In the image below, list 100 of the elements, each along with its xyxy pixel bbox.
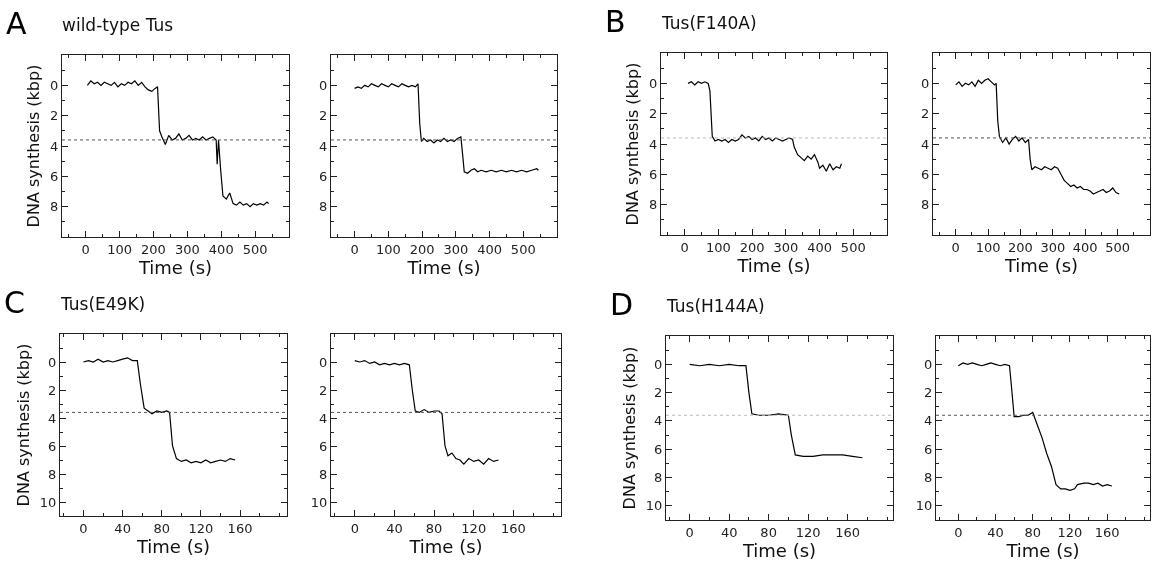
x-tick-label: 160 [501,520,526,536]
x-tick-label: 80 [760,524,777,540]
chart-title: Tus(F140A) [661,13,757,33]
x-tick-label: 500 [242,241,268,257]
y-tick-label: 4 [920,136,930,152]
x-tick-label: 160 [835,524,861,540]
y-tick-label: 8 [648,197,658,213]
y-tick-label: 10 [310,494,328,510]
x-tick-label: 40 [720,524,738,540]
x-tick-label: 80 [1024,524,1042,540]
x-axis-title: Time (s) [406,256,481,278]
y-tick-label: 8 [653,470,663,486]
y-tick-label: 10 [39,494,57,510]
y-tick-label: 8 [318,466,328,482]
y-tick-label: 2 [653,385,663,401]
x-tick-label: 0 [79,520,88,536]
line-series [354,360,500,465]
y-tick-label: 4 [47,410,57,426]
y-tick-label: 6 [49,168,59,184]
y-tick-label: 8 [47,466,57,482]
y-tick-label: 2 [49,108,59,124]
x-tick-label: 300 [174,241,200,257]
line-series [354,83,540,174]
y-tick-label: 2 [923,385,933,401]
x-tick-label: 120 [461,520,487,536]
y-tick-label: 0 [920,75,930,91]
x-tick-label: 160 [227,520,253,536]
y-tick-label: 0 [318,354,328,370]
x-tick-label: 200 [409,241,435,257]
y-tick-label: 4 [318,410,328,426]
y-tick-label: 8 [920,197,930,213]
chart-title: Tus(E49K) [60,294,146,314]
y-tick-label: 2 [47,382,57,398]
x-tick-label: 0 [951,239,960,255]
x-tick-label: 40 [386,520,403,536]
x-tick-label: 100 [705,239,731,255]
x-tick-label: 300 [1040,239,1066,255]
y-tick-label: 8 [49,199,59,215]
x-tick-label: 120 [188,520,214,536]
line-series [82,357,236,464]
x-tick-label: 500 [840,239,866,255]
y-tick-label: 4 [648,136,658,152]
y-tick-label: 0 [923,356,933,372]
y-tick-label: 4 [923,413,933,429]
y-tick-label: 6 [318,438,328,454]
chart-title: Tus(H144A) [666,296,765,316]
y-tick-label: 2 [920,106,930,122]
y-tick-label: 6 [920,166,930,182]
x-axis-title: Time (s) [736,254,811,276]
y-tick-label: 0 [648,75,658,91]
x-tick-label: 80 [153,520,171,536]
y-tick-label: 2 [318,108,328,124]
y-tick-label: 2 [648,106,658,122]
x-tick-label: 500 [1105,239,1131,255]
y-tick-label: 0 [653,356,663,372]
y-axis-title: DNA synthesis (kbp) [619,346,639,510]
x-tick-label: 0 [350,241,359,257]
x-tick-label: 400 [477,241,502,257]
y-tick-label: 6 [653,441,663,457]
line-series [687,81,843,172]
y-tick-label: 6 [923,441,933,457]
y-tick-label: 4 [318,138,328,154]
line-series [86,80,270,208]
y-axis-title: DNA synthesis (kbp) [13,343,33,507]
x-tick-label: 80 [425,520,443,536]
y-tick-label: 4 [653,413,663,429]
y-axis-title: DNA synthesis (kbp) [23,64,43,228]
x-tick-label: 300 [773,239,799,255]
chart-title: wild-type Tus [62,15,174,35]
x-tick-label: 0 [680,239,689,255]
text: D [610,287,634,322]
y-tick-label: 8 [923,470,933,486]
y-tick-label: 10 [915,498,933,514]
x-tick-label: 0 [81,241,90,257]
x-tick-label: 500 [510,241,536,257]
y-tick-label: 8 [318,199,328,215]
y-tick-label: 10 [645,498,663,514]
x-tick-label: 120 [795,524,821,540]
x-tick-label: 400 [208,241,234,257]
line-series [955,78,1120,195]
x-tick-label: 100 [975,239,1001,255]
x-tick-label: 160 [1094,524,1120,540]
x-tick-label: 40 [114,520,131,536]
text: B [605,4,626,39]
y-tick-label: 4 [49,138,59,154]
y-axis-title: DNA synthesis (kbp) [622,62,642,226]
y-tick-label: 6 [47,438,57,454]
x-tick-label: 200 [739,239,765,255]
y-tick-label: 0 [318,77,328,93]
x-tick-label: 0 [954,524,963,540]
x-tick-label: 400 [807,239,832,255]
text: C [4,285,25,320]
x-axis-title: Time (s) [137,256,213,278]
x-tick-label: 300 [443,241,469,257]
x-axis-title: Time (s) [1005,539,1080,561]
y-tick-label: 6 [318,168,328,184]
x-axis-title: Time (s) [135,535,211,557]
x-axis-title: Time (s) [408,535,483,557]
x-tick-label: 200 [141,241,166,257]
line-series [957,362,1113,491]
